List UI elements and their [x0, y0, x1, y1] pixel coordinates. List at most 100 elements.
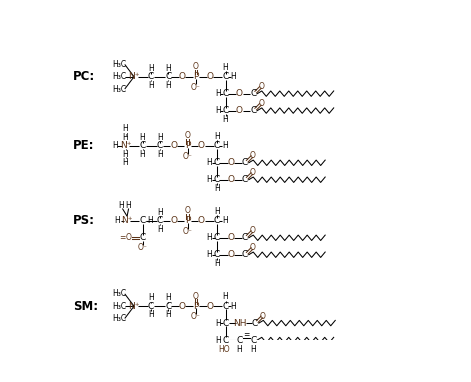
Text: H: H [165, 64, 171, 73]
Text: O: O [179, 72, 186, 81]
Text: H₃C: H₃C [112, 60, 126, 69]
Text: H: H [222, 141, 227, 151]
Text: C: C [214, 216, 220, 225]
Text: P: P [185, 216, 190, 225]
Text: C: C [214, 158, 220, 167]
Text: N⁺: N⁺ [122, 216, 133, 225]
Text: PS:: PS: [73, 214, 95, 227]
Text: H: H [122, 133, 129, 142]
Text: O: O [206, 302, 213, 311]
Text: C: C [250, 106, 257, 115]
Text: C: C [148, 302, 154, 311]
Text: SM:: SM: [73, 299, 98, 312]
Text: H: H [140, 150, 146, 159]
Text: HO: HO [218, 345, 230, 354]
Text: C: C [165, 72, 171, 81]
Text: H: H [206, 233, 212, 242]
Text: H: H [206, 250, 212, 259]
Text: P: P [194, 302, 199, 311]
Text: C: C [242, 158, 248, 167]
Text: H: H [148, 81, 154, 90]
Text: C: C [214, 175, 220, 184]
Text: N⁺: N⁺ [128, 302, 140, 311]
Text: PC:: PC: [73, 70, 95, 83]
Text: H: H [236, 345, 242, 354]
Text: H: H [223, 115, 228, 123]
Text: O: O [198, 216, 205, 225]
Text: O: O [193, 291, 199, 301]
Text: C: C [139, 141, 146, 151]
Text: NH: NH [233, 319, 246, 328]
Text: H: H [215, 89, 220, 98]
Text: C: C [148, 72, 154, 81]
Text: H: H [157, 150, 162, 159]
Text: H: H [112, 141, 118, 151]
Text: H: H [157, 225, 162, 234]
Text: H: H [147, 216, 153, 225]
Text: H: H [223, 63, 228, 72]
Text: O⁻: O⁻ [183, 152, 193, 161]
Text: C: C [214, 250, 220, 259]
Text: H: H [215, 335, 220, 345]
Text: H₃C: H₃C [112, 302, 126, 311]
Text: O: O [227, 175, 235, 184]
Text: H: H [206, 158, 212, 167]
Text: C: C [214, 141, 220, 151]
Text: O: O [227, 250, 235, 259]
Text: N⁺: N⁺ [120, 141, 131, 151]
Text: O: O [126, 233, 131, 242]
Text: H: H [165, 293, 171, 302]
Text: O: O [258, 99, 264, 108]
Text: O: O [260, 312, 266, 320]
Text: C: C [139, 216, 146, 225]
Text: H: H [214, 132, 220, 141]
Text: O: O [250, 151, 256, 160]
Text: H: H [230, 302, 236, 311]
Text: H: H [122, 125, 129, 133]
Text: H: H [215, 106, 220, 115]
Text: H: H [215, 319, 220, 328]
Text: O: O [193, 62, 199, 71]
Text: =: = [119, 233, 126, 242]
Text: O⁻: O⁻ [191, 83, 201, 92]
Text: O: O [179, 302, 186, 311]
Text: O: O [227, 233, 235, 242]
Text: O: O [250, 227, 256, 235]
Text: H₃C: H₃C [112, 314, 126, 323]
Text: C: C [236, 335, 243, 345]
Text: H: H [148, 310, 154, 319]
Text: H: H [222, 216, 227, 225]
Text: H: H [140, 133, 146, 142]
Text: C: C [242, 250, 248, 259]
Text: C: C [222, 302, 228, 311]
Text: H: H [148, 293, 154, 302]
Text: N⁺: N⁺ [128, 72, 140, 81]
Text: P: P [194, 72, 199, 81]
Text: H₃C: H₃C [112, 72, 126, 81]
Text: O: O [170, 141, 177, 151]
Text: H: H [214, 184, 220, 193]
Text: C: C [222, 89, 228, 98]
Text: PE:: PE: [73, 139, 94, 152]
Text: H: H [214, 207, 220, 216]
Text: H: H [165, 310, 171, 319]
Text: H₃C: H₃C [112, 289, 126, 298]
Text: O: O [236, 106, 243, 115]
Text: C: C [156, 141, 163, 151]
Text: C: C [222, 106, 228, 115]
Text: H: H [118, 201, 124, 210]
Text: H: H [126, 201, 131, 210]
Text: O⁻: O⁻ [191, 312, 201, 321]
Text: C: C [252, 319, 258, 328]
Text: C: C [165, 302, 171, 311]
Text: H: H [214, 259, 220, 268]
Text: C: C [242, 175, 248, 184]
Text: H: H [251, 345, 256, 354]
Text: H: H [148, 64, 154, 73]
Text: P: P [185, 141, 190, 151]
Text: O⁻: O⁻ [183, 227, 193, 236]
Text: H: H [114, 216, 120, 225]
Text: C: C [242, 233, 248, 242]
Text: C: C [250, 335, 257, 345]
Text: O: O [185, 131, 190, 140]
